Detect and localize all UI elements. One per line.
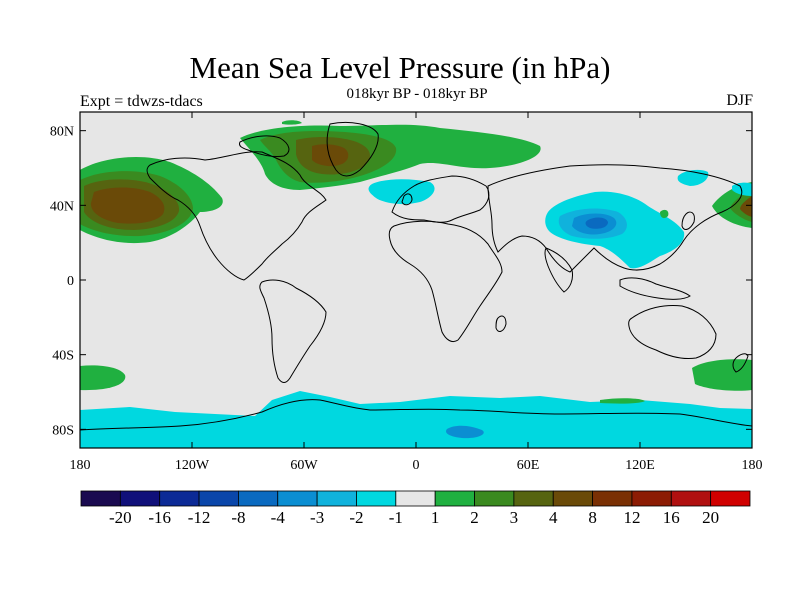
antarctic-anomaly-region xyxy=(80,391,752,448)
x-tick-label: 120E xyxy=(625,458,655,473)
north-america-outline xyxy=(146,151,327,281)
colorbar-label: -16 xyxy=(148,508,171,527)
x-tick-label: 180 xyxy=(70,458,91,473)
colorbar-label: 4 xyxy=(549,508,558,527)
africa-outline xyxy=(388,220,503,343)
colorbar-label: 3 xyxy=(510,508,519,527)
asia-outline xyxy=(487,164,743,273)
y-tick-label: 80S xyxy=(52,423,74,438)
colorbar-swatch xyxy=(198,490,239,507)
plot-background xyxy=(80,112,752,448)
arctic-high-l4 xyxy=(312,144,349,167)
y-axis: 80N 40N 0 40S 80S xyxy=(50,125,752,438)
colorbar-swatch xyxy=(552,490,593,507)
y-tick-label: 40N xyxy=(50,199,74,214)
europe-outline xyxy=(391,175,490,223)
colorbar-swatch xyxy=(513,490,554,507)
new-zealand-outline xyxy=(732,353,749,373)
colorbar-swatch xyxy=(80,490,121,507)
colorbar-label: 8 xyxy=(588,508,597,527)
colorbar-swatch xyxy=(631,490,672,507)
colorbar: -20 -16 -12 -8 -4 -3 -2 -1 1 2 3 4 8 12 16 20 xyxy=(80,490,751,527)
north-pacific-high-east-l3 xyxy=(740,196,752,217)
colorbar-swatch xyxy=(474,490,515,507)
y-tick-label: 0 xyxy=(67,274,74,289)
south-indian-high xyxy=(692,359,752,391)
colorbar-swatch xyxy=(395,490,436,507)
south-america-outline xyxy=(259,279,327,383)
north-atlantic-low xyxy=(368,179,435,205)
y-tick-label: 80N xyxy=(50,125,74,140)
colorbar-swatch xyxy=(277,490,318,507)
season-label: DJF xyxy=(726,92,753,109)
asia-low-l4 xyxy=(585,217,608,229)
north-pacific-high-l4 xyxy=(90,187,165,224)
arctic-north-strip xyxy=(282,120,302,125)
greenland-outline xyxy=(326,121,379,177)
madagascar-outline xyxy=(495,315,507,332)
colorbar-swatch xyxy=(159,490,200,507)
x-tick-label: 0 xyxy=(413,458,420,473)
map-subtitle: 018kyr BP - 018kyr BP xyxy=(346,86,488,102)
colorbar-label: -12 xyxy=(188,508,211,527)
colorbar-swatch xyxy=(356,490,397,507)
south-green-strip xyxy=(600,398,645,404)
colorbar-label: -20 xyxy=(109,508,132,527)
colorbar-label: 2 xyxy=(470,508,479,527)
antarctic-inner-anomaly xyxy=(446,425,484,439)
colorbar-swatch xyxy=(316,490,357,507)
experiment-label: Expt = tdwzs-tdacs xyxy=(80,93,203,110)
arctic-islands-outline xyxy=(239,135,290,157)
x-tick-label: 60E xyxy=(517,458,540,473)
south-pacific-high xyxy=(80,365,126,391)
colorbar-swatch xyxy=(238,490,279,507)
colorbar-label: -4 xyxy=(271,508,286,527)
x-axis: 180 120W 60W 0 60E 120E 180 xyxy=(70,112,763,473)
colorbar-label: -1 xyxy=(389,508,403,527)
colorbar-swatch xyxy=(434,490,475,507)
japan-outline xyxy=(681,211,695,230)
colorbar-swatch xyxy=(592,490,633,507)
y-tick-label: 40S xyxy=(52,349,74,364)
colorbar-label: 20 xyxy=(702,508,719,527)
british-isles-outline xyxy=(401,193,413,206)
colorbar-label: 16 xyxy=(663,508,680,527)
maritime-continent-outline xyxy=(619,277,691,300)
colorbar-label: -8 xyxy=(231,508,245,527)
east-asia-green xyxy=(660,209,669,219)
arctic-siberia-low xyxy=(677,169,709,186)
x-tick-label: 180 xyxy=(742,458,763,473)
colorbar-label: -3 xyxy=(310,508,324,527)
pressure-anomaly-fields xyxy=(80,120,752,448)
kamchatka-low xyxy=(732,182,752,196)
x-tick-label: 60W xyxy=(290,458,318,473)
colorbar-label: 12 xyxy=(623,508,640,527)
india-outline xyxy=(544,247,573,293)
x-tick-label: 120W xyxy=(175,458,210,473)
antarctica-outline xyxy=(80,399,752,431)
map-title: Mean Sea Level Pressure (in hPa) xyxy=(189,50,611,85)
colorbar-swatch xyxy=(119,490,161,507)
colorbar-swatch xyxy=(710,490,751,507)
colorbar-label: -2 xyxy=(349,508,363,527)
australia-outline xyxy=(628,305,717,359)
continent-outlines xyxy=(80,121,752,431)
colorbar-swatch xyxy=(670,490,712,507)
colorbar-label: 1 xyxy=(431,508,440,527)
